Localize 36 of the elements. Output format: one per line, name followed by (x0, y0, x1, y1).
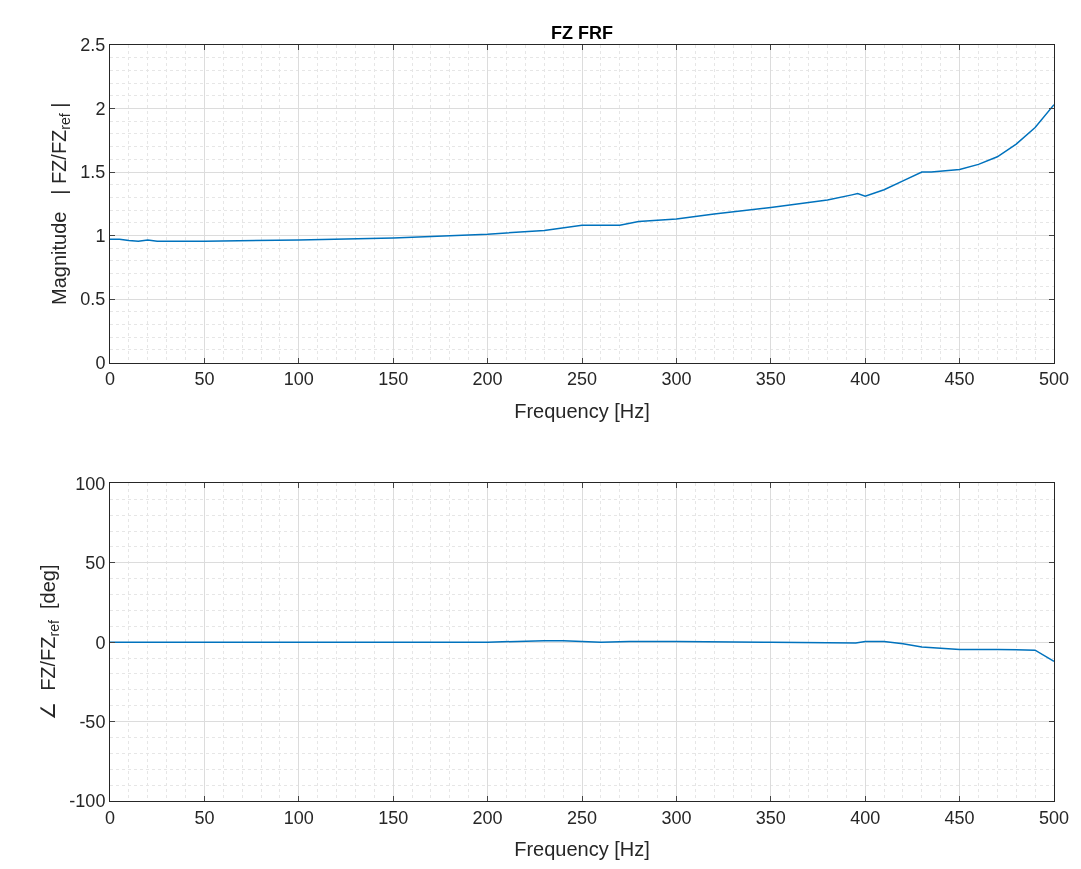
chart-title: FZ FRF (551, 23, 613, 43)
x-tick-label: 200 (472, 807, 503, 828)
x-tick-label: 350 (755, 369, 786, 390)
y-tick-label: 0.5 (80, 289, 106, 310)
x-tick-label: 150 (378, 369, 409, 390)
y-tick-label: 1.5 (80, 162, 106, 183)
x-tick-label: 400 (850, 807, 881, 828)
x-tick-label: 500 (1038, 369, 1070, 390)
x-tick-label: 400 (850, 369, 881, 390)
line-series (110, 639, 1054, 663)
x-tick-label: 300 (661, 807, 692, 828)
x-axis-title: Frequency [Hz] (514, 399, 650, 422)
y-tick-label: 1 (95, 225, 106, 246)
x-tick-label: 150 (378, 807, 409, 828)
y-tick-label: -100 (69, 791, 106, 812)
x-tick-label: 350 (755, 807, 786, 828)
y-tick-label: -50 (79, 711, 106, 732)
x-tick-label: 100 (283, 807, 314, 828)
line-series (110, 103, 1054, 242)
x-tick-label: 500 (1038, 807, 1070, 828)
x-tick-label: 450 (944, 369, 975, 390)
x-tick-label: 100 (283, 369, 314, 390)
y-tick-label: 100 (75, 473, 106, 494)
y-tick-label: 2 (95, 98, 106, 119)
y-tick-label: 0 (95, 632, 106, 653)
x-tick-label: 300 (661, 369, 692, 390)
x-tick-label: 250 (566, 807, 598, 828)
x-axis-title: Frequency [Hz] (514, 838, 650, 861)
x-tick-label: 450 (944, 807, 975, 828)
y-tick-label: 0 (95, 352, 106, 373)
y-tick-label: 50 (85, 553, 106, 574)
y-tick-label: 2.5 (80, 35, 106, 56)
x-tick-label: 250 (566, 369, 598, 390)
x-tick-label: 50 (194, 369, 215, 390)
x-tick-label: 50 (194, 807, 215, 828)
x-tick-label: 200 (472, 369, 503, 390)
